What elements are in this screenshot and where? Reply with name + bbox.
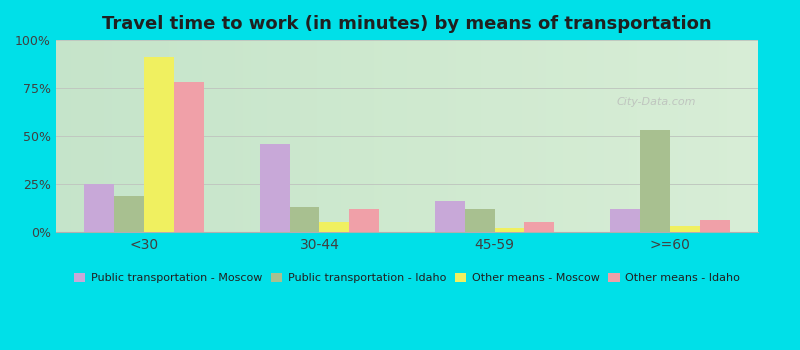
Bar [85, 184, 114, 232]
Title: Travel time to work (in minutes) by means of transportation: Travel time to work (in minutes) by mean… [102, 15, 712, 33]
Bar [670, 226, 700, 232]
Bar [319, 222, 349, 232]
Legend: Public transportation - Moscow, Public transportation - Idaho, Other means - Mos: Public transportation - Moscow, Public t… [70, 268, 744, 288]
Bar [435, 201, 465, 232]
Bar [349, 209, 379, 232]
Bar [114, 196, 144, 232]
Bar [290, 207, 319, 232]
Bar [494, 228, 525, 232]
Text: City-Data.com: City-Data.com [617, 97, 696, 107]
Bar [465, 209, 494, 232]
Bar [260, 144, 290, 232]
Bar [700, 220, 730, 232]
Bar [144, 57, 174, 232]
Bar [174, 82, 204, 232]
Bar [610, 209, 640, 232]
Bar [525, 222, 554, 232]
Bar [640, 130, 670, 232]
